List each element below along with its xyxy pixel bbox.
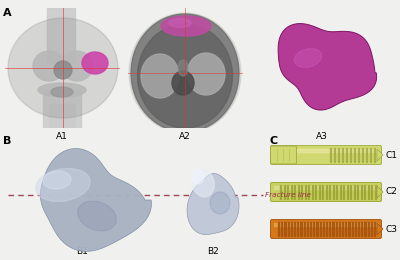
Text: A3: A3 xyxy=(316,132,328,141)
Ellipse shape xyxy=(192,169,214,197)
Ellipse shape xyxy=(61,51,93,81)
Polygon shape xyxy=(40,148,152,251)
Ellipse shape xyxy=(38,83,86,97)
Text: A: A xyxy=(3,8,12,18)
Ellipse shape xyxy=(141,54,179,98)
FancyBboxPatch shape xyxy=(270,219,382,238)
Ellipse shape xyxy=(138,24,232,128)
FancyBboxPatch shape xyxy=(270,183,382,202)
Text: A2: A2 xyxy=(179,132,191,141)
Polygon shape xyxy=(377,149,383,161)
Ellipse shape xyxy=(78,201,116,231)
Ellipse shape xyxy=(178,60,188,76)
Ellipse shape xyxy=(36,168,90,202)
Polygon shape xyxy=(187,173,239,235)
Ellipse shape xyxy=(294,49,322,67)
Bar xyxy=(47,8,75,63)
Ellipse shape xyxy=(129,13,241,133)
Text: B1: B1 xyxy=(76,247,88,256)
Text: C1: C1 xyxy=(386,151,398,159)
Text: B2: B2 xyxy=(207,247,219,256)
Text: Fracture line: Fracture line xyxy=(265,192,311,198)
FancyBboxPatch shape xyxy=(270,146,296,164)
Ellipse shape xyxy=(51,87,73,97)
Ellipse shape xyxy=(187,53,225,95)
Ellipse shape xyxy=(131,14,239,132)
Polygon shape xyxy=(278,24,376,110)
Ellipse shape xyxy=(161,16,211,36)
Ellipse shape xyxy=(54,61,72,79)
Polygon shape xyxy=(377,186,383,198)
Text: C: C xyxy=(270,136,278,146)
Ellipse shape xyxy=(172,71,194,95)
Ellipse shape xyxy=(82,52,108,74)
Ellipse shape xyxy=(43,171,71,189)
Ellipse shape xyxy=(210,192,230,214)
Bar xyxy=(43,90,81,128)
Text: C3: C3 xyxy=(386,224,398,233)
Text: A1: A1 xyxy=(56,132,68,141)
Text: B: B xyxy=(3,136,11,146)
Polygon shape xyxy=(377,223,383,235)
Ellipse shape xyxy=(192,170,204,184)
Ellipse shape xyxy=(169,18,191,28)
Text: C2: C2 xyxy=(386,187,398,197)
Bar xyxy=(49,104,75,128)
Ellipse shape xyxy=(8,18,118,118)
Ellipse shape xyxy=(33,51,65,81)
FancyBboxPatch shape xyxy=(270,146,382,165)
